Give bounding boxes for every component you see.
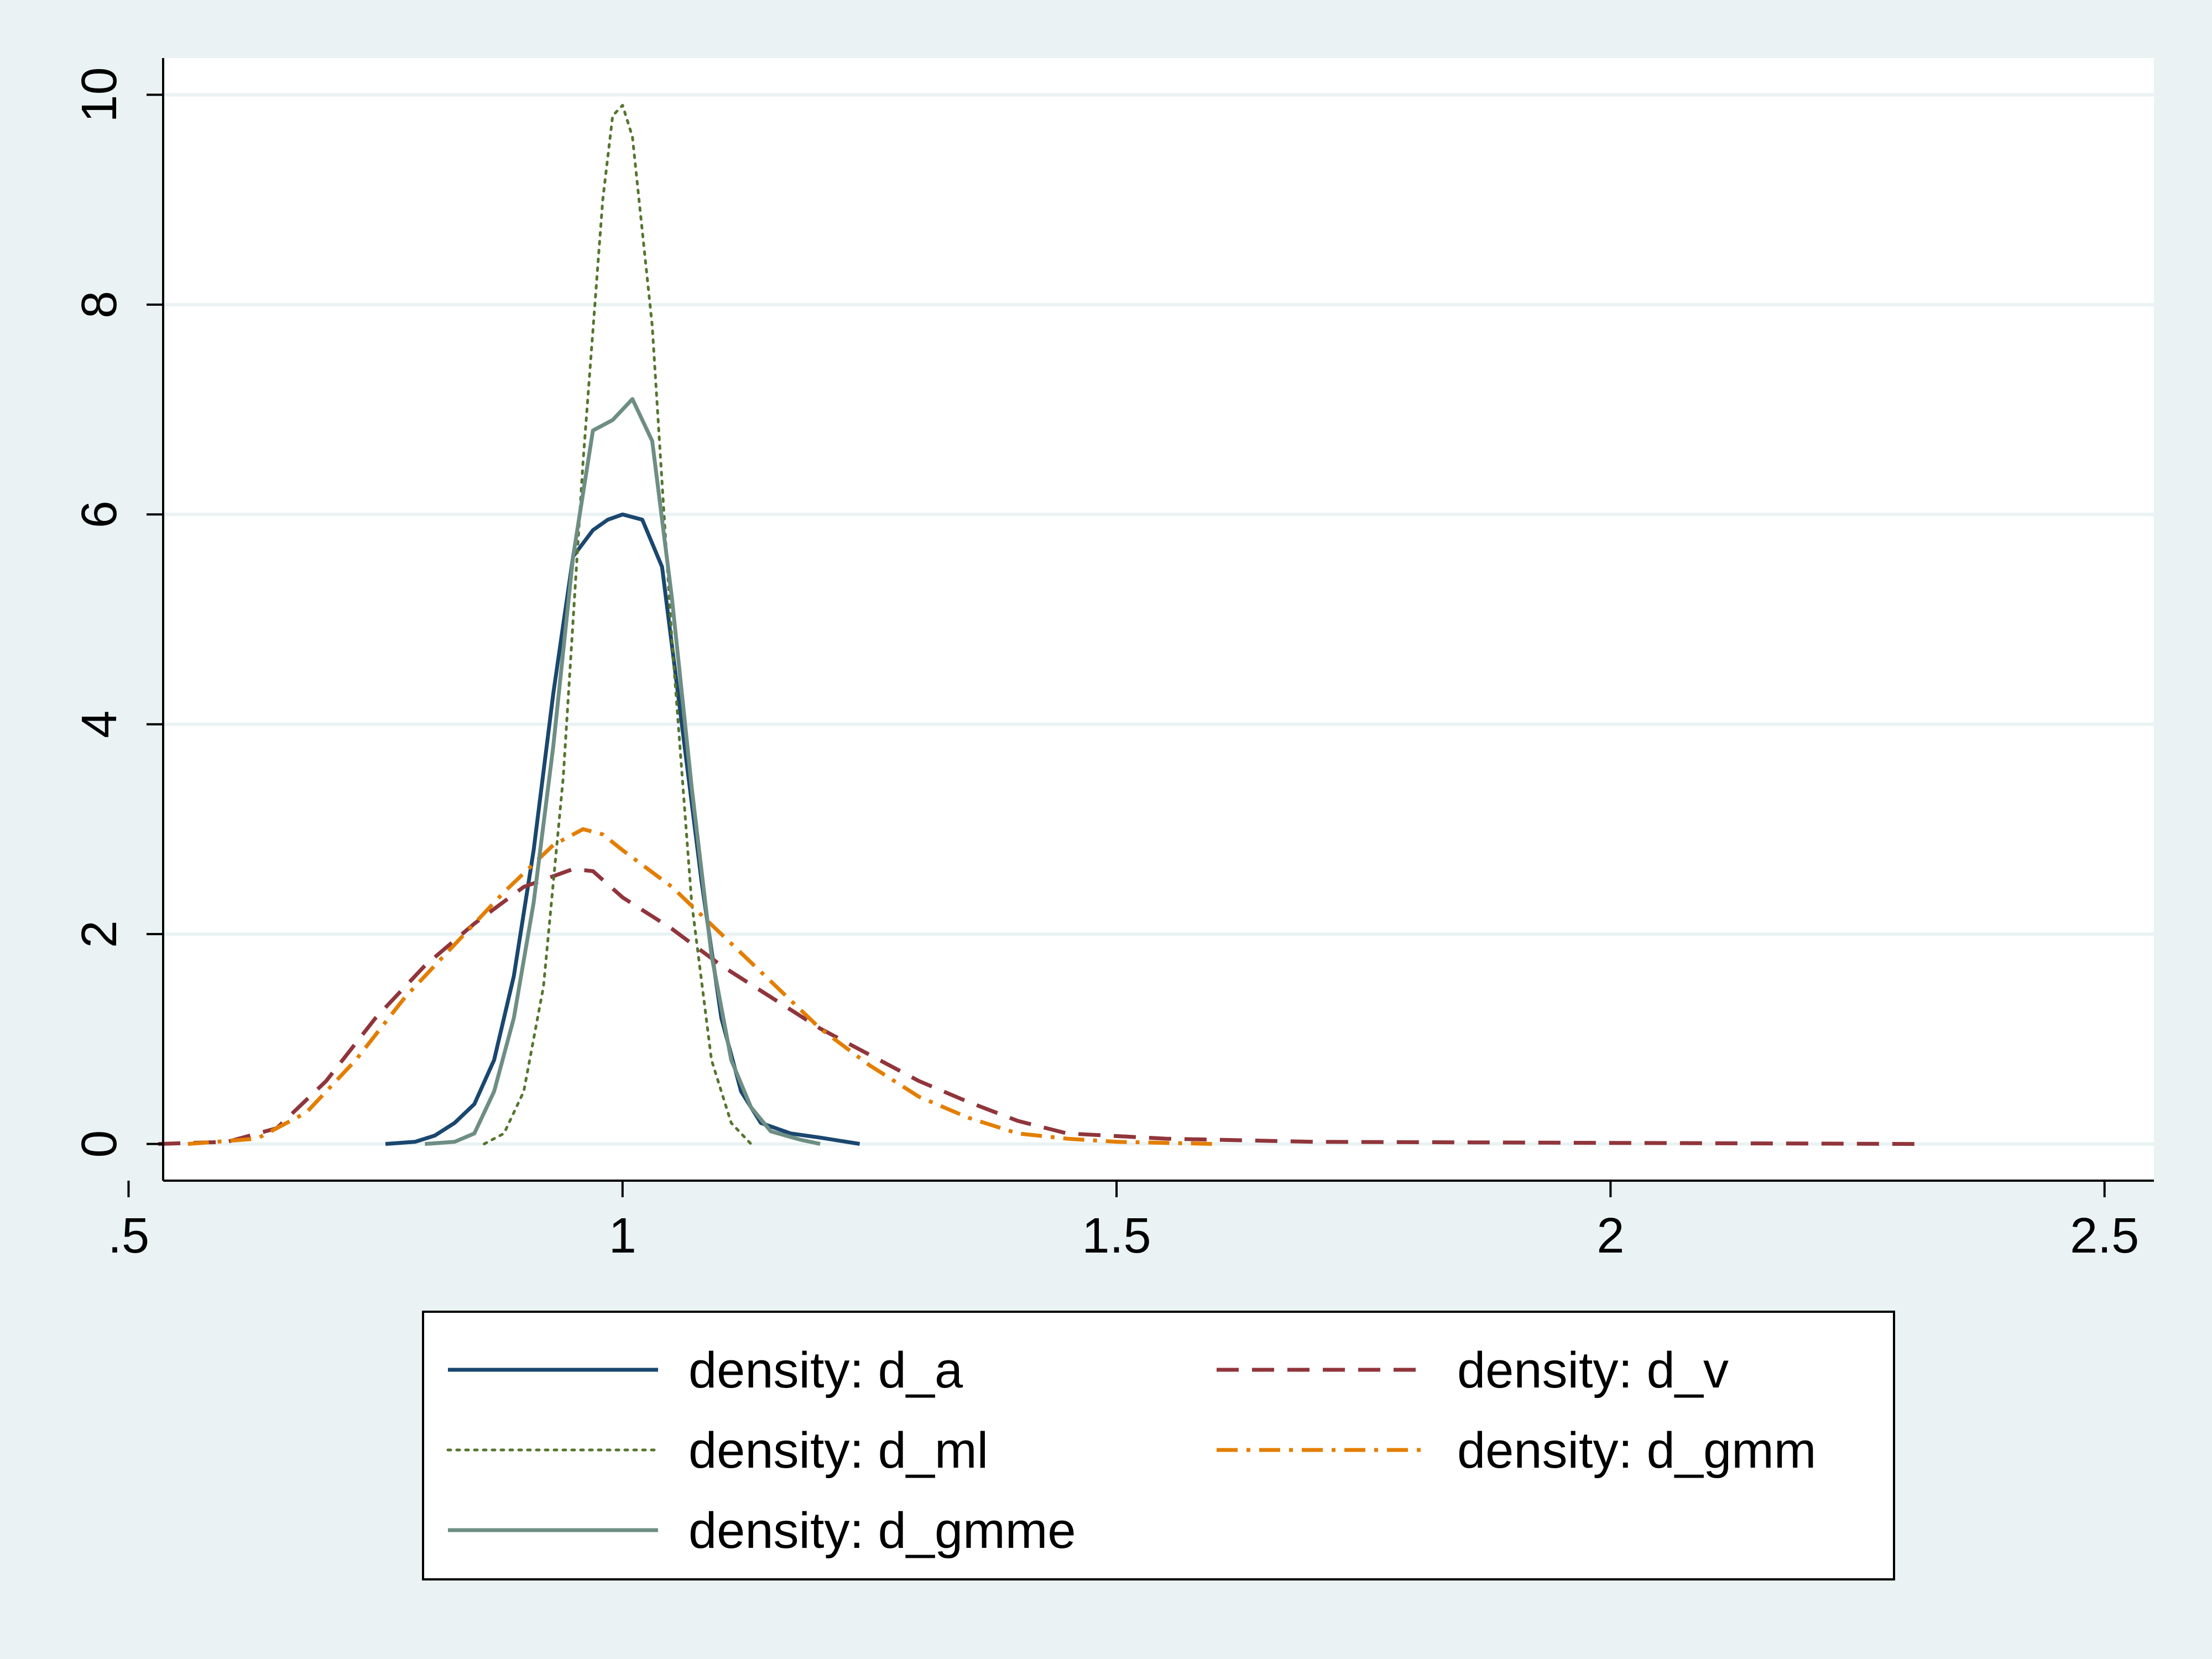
legend-label: density: d_a: [688, 1342, 963, 1399]
plot-area: [163, 58, 2154, 1181]
x-tick-label: 1: [609, 1208, 637, 1264]
legend-label: density: d_gmme: [688, 1503, 1076, 1559]
y-tick-label: 6: [72, 500, 127, 528]
x-tick-label: 2: [1597, 1208, 1624, 1264]
x-tick-label: 2.5: [2070, 1208, 2139, 1264]
x-tick-label: .5: [108, 1208, 149, 1264]
y-tick-label: 8: [72, 291, 127, 319]
series-line-density-d-ml: [483, 103, 753, 1146]
legend-label: density: d_v: [1457, 1342, 1729, 1399]
series-layer: [158, 103, 1917, 1146]
legend-label: density: d_gmm: [1457, 1422, 1816, 1479]
x-tick-label: 1.5: [1082, 1208, 1151, 1264]
axes: [162, 58, 2154, 1182]
legend-label: density: d_ml: [688, 1422, 988, 1479]
y-ticks: 0 2 4 6 8 10: [72, 67, 163, 1158]
y-tick-label: 0: [72, 1130, 127, 1158]
y-tick-label: 4: [72, 711, 127, 738]
x-ticks: .5 1 1.5 2 2.5: [108, 1181, 2139, 1264]
legend-box: [422, 1311, 1895, 1580]
y-tick-label: 10: [72, 67, 127, 122]
series-line-density-d-gmme: [425, 397, 821, 1146]
series-line-density-d-v: [158, 867, 1917, 1146]
y-tick-label: 2: [72, 920, 127, 948]
series-line-density-d-gmm: [187, 827, 1215, 1146]
